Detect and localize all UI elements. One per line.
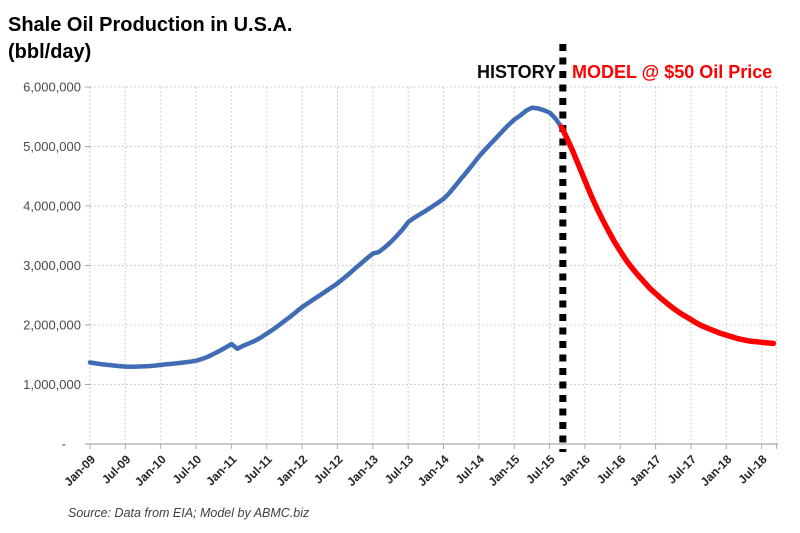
- gridlines: [89, 86, 777, 444]
- x-axis-tick-label: Jul-18: [735, 452, 770, 487]
- x-axis-tick-label: Jul-13: [382, 452, 417, 487]
- x-axis-tick-label: Jul-16: [594, 452, 629, 487]
- x-axis-tick-label: Jul-12: [311, 452, 346, 487]
- y-axis-labels: - 1,000,000 2,000,000 3,000,000 4,000,000 5,0…: [23, 80, 81, 452]
- x-axis-tick-label: Jul-17: [665, 452, 700, 487]
- x-axis-tick-label: Jan-11: [203, 452, 240, 489]
- y-axis-tick-label: 5,000,000: [23, 139, 81, 154]
- y-axis-tick-label: 1,000,000: [23, 377, 81, 392]
- x-axis-tick-label: Jan-09: [61, 452, 98, 489]
- model-line: [558, 124, 777, 347]
- y-axis-tick-label: 4,000,000: [23, 199, 81, 214]
- data-series: [87, 105, 777, 370]
- x-axis-tick-label: Jul-14: [453, 452, 488, 487]
- x-axis-tick-label: Jan-17: [627, 452, 664, 489]
- x-axis-tick-label: Jan-14: [415, 452, 452, 489]
- y-axis-tick-label: -: [62, 437, 66, 452]
- history-label: HISTORY: [477, 62, 556, 82]
- x-axis-tick-label: Jul-15: [523, 452, 558, 487]
- source-note: Source: Data from EIA; Model by ABMC.biz: [68, 506, 310, 520]
- x-axis-tick-label: Jul-11: [241, 452, 275, 486]
- x-axis-tick-label: Jan-12: [273, 452, 310, 489]
- x-axis-tick-label: Jan-10: [132, 452, 169, 489]
- x-axis-tick-label: Jul-10: [170, 452, 205, 487]
- y-axis-tick-label: 3,000,000: [23, 258, 81, 273]
- y-axis-tick-label: 2,000,000: [23, 318, 81, 333]
- y-axis-tick-label: 6,000,000: [23, 80, 81, 95]
- history-line: [87, 105, 564, 370]
- x-axis-tick-label: Jan-13: [344, 452, 381, 489]
- x-axis-tick-label: Jan-18: [698, 452, 735, 489]
- x-axis-tick-label: Jan-16: [556, 452, 593, 489]
- axis-lines: [85, 86, 779, 449]
- model-label: MODEL @ $50 Oil Price: [572, 62, 772, 82]
- x-axis-tick-label: Jan-15: [486, 452, 523, 489]
- chart-title-line1: Shale Oil Production in U.S.A.: [8, 14, 292, 36]
- chart-title-line2: (bbl/day): [8, 41, 91, 63]
- x-axis-tick-label: Jul-09: [99, 452, 134, 487]
